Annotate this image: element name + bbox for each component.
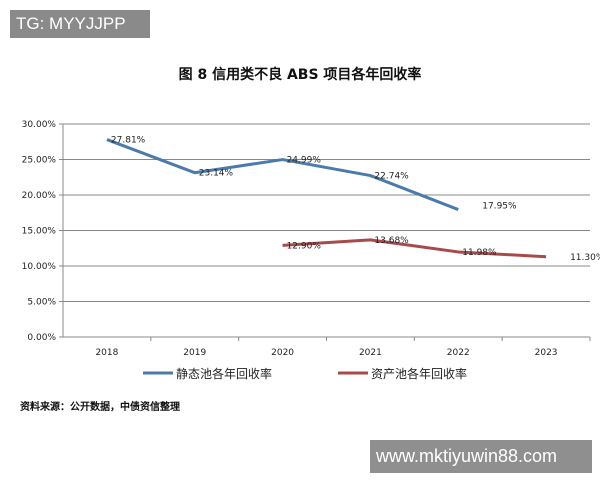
data-label: 24.99% [287,156,322,166]
data-label: 22.74% [374,172,409,182]
x-tick-label: 2023 [535,348,558,358]
data-label: 23.14% [199,169,234,179]
watermark-bottom: www.mktiyuwin88.com [370,440,592,473]
x-tick-label: 2018 [95,348,118,358]
x-tick-label: 2021 [359,348,382,358]
y-tick-label: 10.00% [22,262,57,272]
data-label: 11.30% [570,253,600,263]
chart-title: 图 8 信用类不良 ABS 项目各年回收率 [178,67,422,83]
data-label: 13.68% [374,236,409,246]
legend-label: 资产池各年回收率 [371,366,467,381]
data-label: 27.81% [111,136,146,146]
series-line-2 [282,238,547,259]
series-line-1 [106,138,459,211]
source-note: 资料来源：公开数据，中债资信整理 [20,402,180,413]
data-label: 17.95% [482,202,517,212]
watermark-top: TG: MYYJJPP [10,10,150,38]
y-tick-label: 0.00% [27,333,56,343]
data-label: 12.90% [287,241,322,251]
x-tick-label: 2022 [447,348,470,358]
legend-label: 静态池各年回收率 [176,366,272,381]
data-label: 11.98% [462,248,497,258]
y-tick-label: 20.00% [22,191,57,201]
y-tick-label: 30.00% [22,120,57,130]
x-tick-label: 2020 [271,348,294,358]
y-tick-label: 15.00% [22,227,57,237]
y-tick-label: 25.00% [22,156,57,166]
x-tick-label: 2019 [183,348,206,358]
y-tick-label: 5.00% [27,298,56,308]
